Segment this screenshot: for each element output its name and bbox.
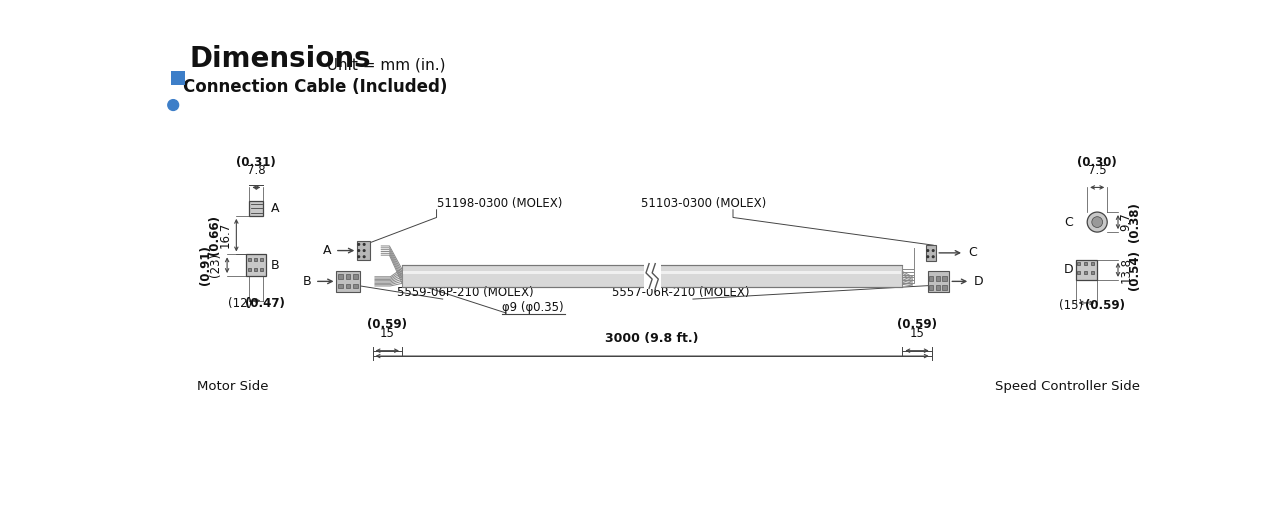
Text: D: D <box>1064 263 1074 277</box>
Text: (0.59): (0.59) <box>897 318 937 331</box>
Bar <box>248 257 251 261</box>
Text: (0.47): (0.47) <box>244 297 284 310</box>
Text: Motor Side: Motor Side <box>197 380 269 393</box>
Bar <box>353 284 358 288</box>
Bar <box>353 275 358 279</box>
Bar <box>644 263 660 289</box>
Bar <box>942 285 947 290</box>
Bar <box>925 245 936 261</box>
Text: 5559-06P-210 (MOLEX): 5559-06P-210 (MOLEX) <box>397 286 534 299</box>
Bar <box>936 285 940 290</box>
Bar <box>338 284 343 288</box>
Circle shape <box>927 249 929 252</box>
Text: A: A <box>271 202 279 215</box>
Circle shape <box>357 249 361 252</box>
Text: B: B <box>302 275 311 288</box>
Bar <box>357 241 370 260</box>
Text: 51103-0300 (MOLEX): 51103-0300 (MOLEX) <box>640 197 765 210</box>
Bar <box>346 275 351 279</box>
Text: Unit = mm (in.): Unit = mm (in.) <box>317 58 445 73</box>
Text: (0.59): (0.59) <box>1085 299 1125 312</box>
Text: 15: 15 <box>910 327 924 340</box>
Bar <box>337 270 360 292</box>
Text: C: C <box>968 246 977 260</box>
Bar <box>1075 260 1097 280</box>
Bar <box>942 276 947 281</box>
Bar <box>253 267 257 270</box>
Bar <box>260 257 264 261</box>
Text: (12): (12) <box>228 297 252 310</box>
Bar <box>248 267 251 270</box>
Text: 7.8: 7.8 <box>247 165 266 178</box>
Text: (0.30): (0.30) <box>1078 156 1117 169</box>
Circle shape <box>927 255 929 259</box>
Bar <box>250 201 264 216</box>
Text: (0.66): (0.66) <box>209 215 221 255</box>
Bar <box>1091 262 1094 265</box>
Circle shape <box>1087 212 1107 232</box>
Text: 5557-06R-210 (MOLEX): 5557-06R-210 (MOLEX) <box>612 286 750 299</box>
Bar <box>928 276 933 281</box>
Text: 13.8: 13.8 <box>1119 257 1133 283</box>
Text: (0.91): (0.91) <box>200 245 212 285</box>
Bar <box>346 284 351 288</box>
Bar <box>928 285 933 290</box>
Bar <box>928 270 950 292</box>
Text: 15: 15 <box>380 327 394 340</box>
Bar <box>172 71 184 85</box>
Circle shape <box>362 255 366 259</box>
Text: Speed Controller Side: Speed Controller Side <box>996 380 1140 393</box>
Text: D: D <box>974 275 983 288</box>
Bar <box>260 267 264 270</box>
Text: 16.7: 16.7 <box>219 222 232 248</box>
Circle shape <box>362 243 366 246</box>
Text: Dimensions: Dimensions <box>189 45 371 73</box>
Text: 51198-0300 (MOLEX): 51198-0300 (MOLEX) <box>436 197 562 210</box>
Bar <box>1078 262 1080 265</box>
Circle shape <box>932 255 934 259</box>
Circle shape <box>168 100 179 110</box>
Text: (0.54): (0.54) <box>1129 250 1142 290</box>
Circle shape <box>362 249 366 252</box>
Bar <box>1084 262 1087 265</box>
Bar <box>338 275 343 279</box>
Bar <box>936 276 940 281</box>
Bar <box>1091 271 1094 275</box>
Circle shape <box>932 249 934 252</box>
Text: (0.31): (0.31) <box>237 156 276 169</box>
Text: (23): (23) <box>209 253 221 277</box>
Text: φ9 (φ0.35): φ9 (φ0.35) <box>502 301 563 314</box>
Bar <box>403 270 901 275</box>
Text: 7.5: 7.5 <box>1088 165 1106 178</box>
Bar <box>253 257 257 261</box>
Text: A: A <box>323 244 332 257</box>
Text: 3000 (9.8 ft.): 3000 (9.8 ft.) <box>605 332 699 345</box>
Text: C: C <box>1065 216 1074 229</box>
Text: (0.38): (0.38) <box>1129 202 1142 242</box>
Circle shape <box>357 255 361 259</box>
Circle shape <box>357 243 361 246</box>
Text: Connection Cable (Included): Connection Cable (Included) <box>183 78 448 96</box>
Text: 9.7: 9.7 <box>1119 213 1133 232</box>
Bar <box>1084 271 1087 275</box>
Text: B: B <box>271 259 279 272</box>
Text: (0.59): (0.59) <box>367 318 407 331</box>
Bar <box>1078 271 1080 275</box>
Bar <box>246 254 266 276</box>
Circle shape <box>1092 217 1102 228</box>
Bar <box>402 265 902 287</box>
Text: (15): (15) <box>1059 299 1083 312</box>
